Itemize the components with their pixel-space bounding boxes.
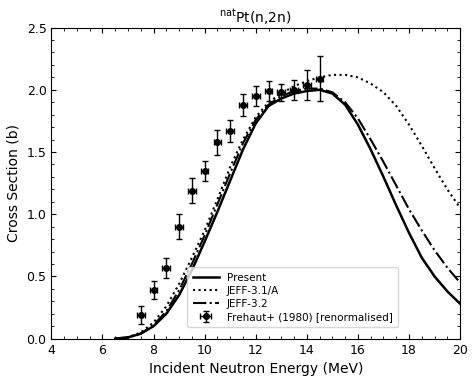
JEFF-3.1/A xyxy=(380,90,386,95)
JEFF-3.1/A xyxy=(291,84,297,88)
JEFF-3.1/A xyxy=(406,122,412,127)
JEFF-3.2 xyxy=(393,183,399,188)
JEFF-3.1/A xyxy=(266,100,271,105)
JEFF-3.1/A xyxy=(163,304,169,309)
JEFF-3.1/A xyxy=(355,75,361,80)
Title: $\mathregular{^{nat}}$Pt(n,2n): $\mathregular{^{nat}}$Pt(n,2n) xyxy=(219,7,292,26)
Present xyxy=(457,301,463,306)
JEFF-3.1/A xyxy=(240,137,246,142)
JEFF-3.1/A xyxy=(445,187,450,192)
Present xyxy=(355,122,361,127)
JEFF-3.2 xyxy=(342,100,348,105)
X-axis label: Incident Neutron Energy (MeV): Incident Neutron Energy (MeV) xyxy=(149,362,363,376)
JEFF-3.2 xyxy=(163,309,169,314)
Present xyxy=(278,96,284,101)
JEFF-3.1/A xyxy=(125,335,131,340)
JEFF-3.2 xyxy=(189,262,195,266)
Present xyxy=(228,178,233,183)
JEFF-3.1/A xyxy=(189,255,195,260)
Present xyxy=(113,336,118,341)
JEFF-3.2 xyxy=(240,141,246,146)
JEFF-3.2 xyxy=(176,288,182,292)
Present xyxy=(202,239,208,244)
Present xyxy=(176,293,182,297)
JEFF-3.2 xyxy=(151,322,156,327)
Line: JEFF-3.1/A: JEFF-3.1/A xyxy=(115,75,460,339)
Present xyxy=(304,89,310,93)
JEFF-3.1/A xyxy=(342,73,348,77)
Present xyxy=(393,203,399,208)
Present xyxy=(445,289,450,294)
JEFF-3.1/A xyxy=(215,197,220,201)
JEFF-3.1/A xyxy=(278,91,284,96)
JEFF-3.2 xyxy=(432,248,437,253)
JEFF-3.2 xyxy=(253,117,258,122)
Present xyxy=(138,331,143,336)
JEFF-3.1/A xyxy=(419,144,425,148)
JEFF-3.1/A xyxy=(253,115,258,119)
JEFF-3.2 xyxy=(368,137,373,142)
Present xyxy=(406,231,412,235)
JEFF-3.2 xyxy=(113,336,118,341)
JEFF-3.2 xyxy=(317,86,323,91)
Line: JEFF-3.2: JEFF-3.2 xyxy=(115,88,460,339)
Present xyxy=(317,87,323,92)
Y-axis label: Cross Section (b): Cross Section (b) xyxy=(7,124,21,242)
JEFF-3.2 xyxy=(202,233,208,238)
JEFF-3.2 xyxy=(457,280,463,285)
Present xyxy=(419,255,425,260)
Present xyxy=(125,335,131,340)
JEFF-3.2 xyxy=(278,94,284,98)
Present xyxy=(215,210,220,214)
Present xyxy=(380,175,386,179)
JEFF-3.2 xyxy=(215,202,220,206)
Present xyxy=(291,91,297,96)
JEFF-3.2 xyxy=(266,102,271,107)
JEFF-3.2 xyxy=(304,86,310,91)
Present xyxy=(368,147,373,152)
Present xyxy=(163,311,169,316)
Line: Present: Present xyxy=(115,90,460,339)
JEFF-3.1/A xyxy=(113,336,118,341)
JEFF-3.1/A xyxy=(457,206,463,210)
JEFF-3.2 xyxy=(228,171,233,175)
Present xyxy=(240,147,246,152)
Present xyxy=(432,274,437,279)
JEFF-3.2 xyxy=(125,335,131,340)
JEFF-3.1/A xyxy=(176,282,182,286)
Present xyxy=(266,104,271,108)
JEFF-3.1/A xyxy=(202,228,208,233)
JEFF-3.2 xyxy=(355,116,361,121)
Present xyxy=(330,91,335,96)
JEFF-3.2 xyxy=(419,228,425,233)
JEFF-3.2 xyxy=(380,160,386,164)
JEFF-3.2 xyxy=(445,265,450,270)
JEFF-3.1/A xyxy=(393,104,399,108)
JEFF-3.1/A xyxy=(228,165,233,169)
JEFF-3.2 xyxy=(138,331,143,336)
JEFF-3.2 xyxy=(330,90,335,95)
JEFF-3.1/A xyxy=(432,166,437,170)
JEFF-3.2 xyxy=(406,207,412,211)
JEFF-3.1/A xyxy=(138,330,143,335)
Present xyxy=(253,121,258,126)
JEFF-3.1/A xyxy=(330,73,335,77)
Present xyxy=(342,102,348,107)
JEFF-3.1/A xyxy=(368,81,373,86)
JEFF-3.1/A xyxy=(304,79,310,83)
Legend: Present, JEFF-3.1/A, JEFF-3.2, Frehaut+ (1980) [renormalised]: Present, JEFF-3.1/A, JEFF-3.2, Frehaut+ … xyxy=(187,267,398,327)
JEFF-3.1/A xyxy=(151,320,156,325)
JEFF-3.2 xyxy=(291,89,297,93)
Present xyxy=(151,324,156,329)
JEFF-3.1/A xyxy=(317,75,323,80)
Present xyxy=(189,268,195,273)
